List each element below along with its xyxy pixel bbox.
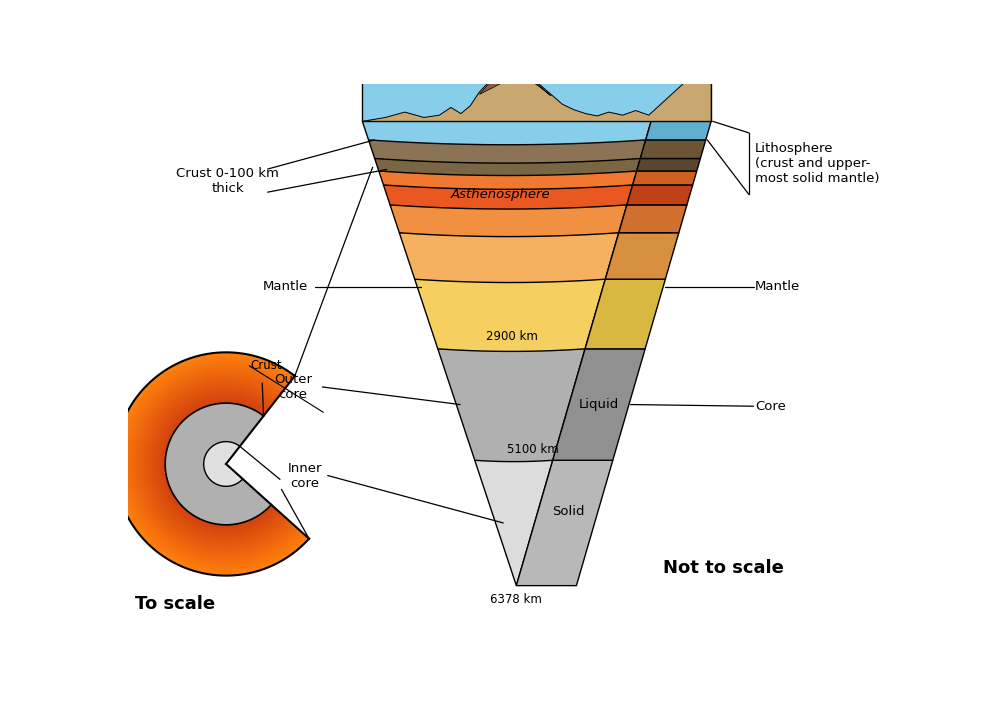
Text: Crust: Crust (251, 359, 282, 372)
Circle shape (143, 381, 309, 547)
Circle shape (155, 393, 297, 535)
Polygon shape (362, 122, 651, 145)
Circle shape (149, 387, 303, 541)
Text: Lithosphere
(crust and upper-
most solid mantle): Lithosphere (crust and upper- most solid… (755, 142, 880, 185)
Polygon shape (362, 58, 711, 122)
Circle shape (161, 399, 291, 529)
Circle shape (204, 441, 248, 486)
Text: Mantle: Mantle (755, 280, 800, 293)
Circle shape (118, 356, 334, 572)
Polygon shape (553, 349, 645, 460)
Circle shape (139, 377, 313, 551)
Polygon shape (379, 167, 637, 189)
Polygon shape (383, 181, 633, 209)
Polygon shape (637, 158, 700, 171)
Circle shape (135, 373, 317, 555)
Text: Inner
core: Inner core (287, 462, 322, 489)
Text: Liquid: Liquid (579, 398, 619, 411)
Polygon shape (627, 185, 693, 205)
Text: Not to scale: Not to scale (663, 559, 784, 577)
Polygon shape (640, 140, 706, 158)
Polygon shape (633, 171, 697, 185)
Circle shape (159, 397, 293, 531)
Circle shape (131, 368, 321, 560)
Circle shape (137, 375, 315, 553)
Polygon shape (362, 58, 711, 122)
Circle shape (114, 352, 338, 576)
Polygon shape (390, 201, 627, 237)
Text: 2900 km: 2900 km (486, 330, 537, 344)
Polygon shape (475, 459, 553, 586)
Polygon shape (479, 67, 551, 96)
Polygon shape (619, 205, 687, 233)
Polygon shape (369, 135, 646, 163)
Circle shape (163, 401, 289, 527)
Text: 6378 km: 6378 km (490, 593, 542, 606)
Circle shape (157, 395, 295, 533)
Polygon shape (399, 229, 619, 283)
Circle shape (123, 361, 330, 567)
Polygon shape (415, 276, 605, 352)
Text: Core: Core (755, 400, 786, 413)
Polygon shape (646, 122, 711, 140)
Text: Crust 0-100 km
thick: Crust 0-100 km thick (176, 167, 279, 195)
Circle shape (129, 366, 323, 562)
Circle shape (141, 379, 311, 549)
Circle shape (121, 359, 332, 569)
Circle shape (165, 403, 287, 525)
Text: Outer
core: Outer core (274, 373, 312, 401)
Circle shape (145, 382, 307, 545)
Circle shape (133, 370, 319, 557)
Circle shape (127, 364, 326, 563)
Text: Solid: Solid (552, 505, 584, 518)
Circle shape (151, 389, 301, 539)
Wedge shape (226, 371, 344, 543)
Polygon shape (585, 279, 665, 349)
Polygon shape (516, 460, 613, 586)
Text: Asthenosphere: Asthenosphere (451, 188, 550, 202)
Circle shape (116, 354, 336, 574)
Text: Mantle: Mantle (263, 280, 308, 293)
Text: To scale: To scale (135, 595, 215, 613)
Polygon shape (375, 154, 640, 176)
Text: 5100 km: 5100 km (507, 443, 559, 456)
Polygon shape (438, 347, 585, 462)
Polygon shape (605, 233, 679, 279)
Circle shape (147, 385, 305, 543)
Circle shape (153, 391, 299, 537)
Circle shape (125, 363, 328, 565)
